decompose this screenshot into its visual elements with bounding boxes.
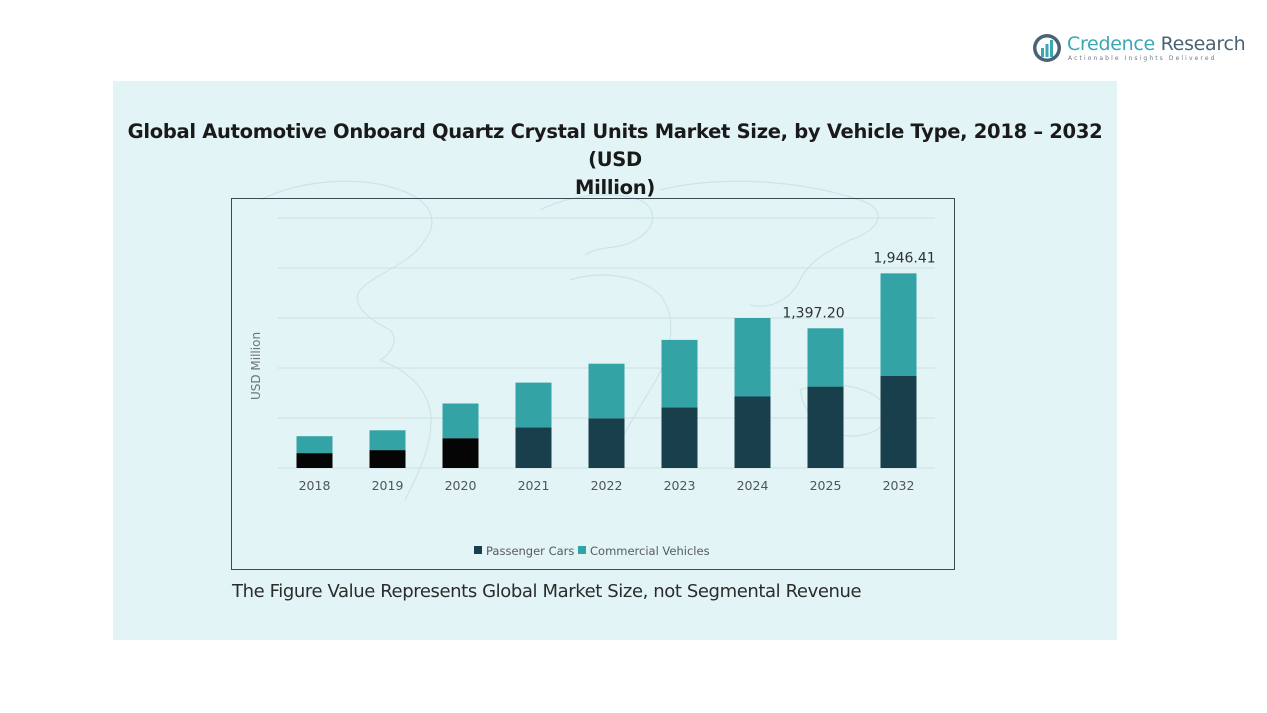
y-axis-label: USD Million — [249, 332, 263, 400]
bar-commercial-vehicles-2021 — [515, 382, 552, 428]
bar-passenger-cars-2032 — [880, 375, 917, 468]
x-tick-label-2019: 2019 — [372, 478, 404, 493]
data-label-2025: 1,397.20 — [782, 305, 844, 321]
bar-passenger-cars-2021 — [515, 427, 552, 468]
x-tick-label-2032: 2032 — [883, 478, 915, 493]
chart-panel — [113, 81, 1117, 640]
bar-passenger-cars-2023 — [661, 407, 698, 468]
bar-passenger-cars-2019 — [369, 450, 406, 468]
x-tick-label-2023: 2023 — [664, 478, 696, 493]
x-tick-label-2025: 2025 — [810, 478, 842, 493]
legend-label-passenger-cars: Passenger Cars — [486, 544, 574, 558]
bar-commercial-vehicles-2023 — [661, 339, 698, 408]
chart-title-line-2: Million) — [575, 176, 655, 199]
bar-commercial-vehicles-2020 — [442, 403, 479, 439]
bar-commercial-vehicles-2019 — [369, 430, 406, 451]
bar-passenger-cars-2020 — [442, 438, 479, 468]
world-map-background — [259, 180, 888, 501]
logo-bar-chart-icon — [1033, 34, 1061, 62]
x-tick-label-2022: 2022 — [591, 478, 623, 493]
chart-title: Global Automotive Onboard Quartz Crystal… — [121, 118, 1109, 202]
x-tick-labels: 2018 2019 2020 2021 2022 2023 2024 2025 2032 — [299, 478, 915, 493]
chart-title-line-1: Global Automotive Onboard Quartz Crystal… — [127, 120, 1103, 171]
brand-tagline: Actionable Insights Delivered — [1068, 55, 1217, 62]
x-tick-label-2020: 2020 — [445, 478, 477, 493]
bar-passenger-cars-2022 — [588, 418, 625, 468]
brand-name-research: Research — [1154, 33, 1246, 55]
bar-commercial-vehicles-2025 — [807, 328, 844, 387]
credence-research-logo: Credence Research Actionable Insights De… — [1030, 32, 1246, 66]
x-tick-label-2018: 2018 — [299, 478, 331, 493]
x-tick-label-2024: 2024 — [737, 478, 769, 493]
legend: Passenger Cars Commercial Vehicles — [474, 544, 710, 558]
legend-swatch-commercial-vehicles — [578, 546, 586, 554]
brand-name: Credence Research — [1067, 33, 1246, 55]
legend-swatch-passenger-cars — [474, 546, 482, 554]
brand-name-credence: Credence — [1067, 33, 1155, 55]
bars — [296, 273, 917, 468]
footnote: The Figure Value Represents Global Marke… — [232, 581, 862, 602]
bar-commercial-vehicles-2032 — [880, 273, 917, 376]
bar-commercial-vehicles-2022 — [588, 363, 625, 419]
bar-commercial-vehicles-2024 — [734, 318, 771, 397]
plot-frame — [231, 198, 955, 570]
bar-passenger-cars-2024 — [734, 396, 771, 468]
data-labels: 1,397.20 1,946.41 — [782, 250, 935, 321]
bar-commercial-vehicles-2018 — [296, 436, 333, 454]
bar-passenger-cars-2018 — [296, 453, 333, 468]
x-tick-label-2021: 2021 — [518, 478, 550, 493]
legend-label-commercial-vehicles: Commercial Vehicles — [590, 544, 710, 558]
data-label-2032: 1,946.41 — [873, 250, 935, 266]
bar-passenger-cars-2025 — [807, 386, 844, 468]
